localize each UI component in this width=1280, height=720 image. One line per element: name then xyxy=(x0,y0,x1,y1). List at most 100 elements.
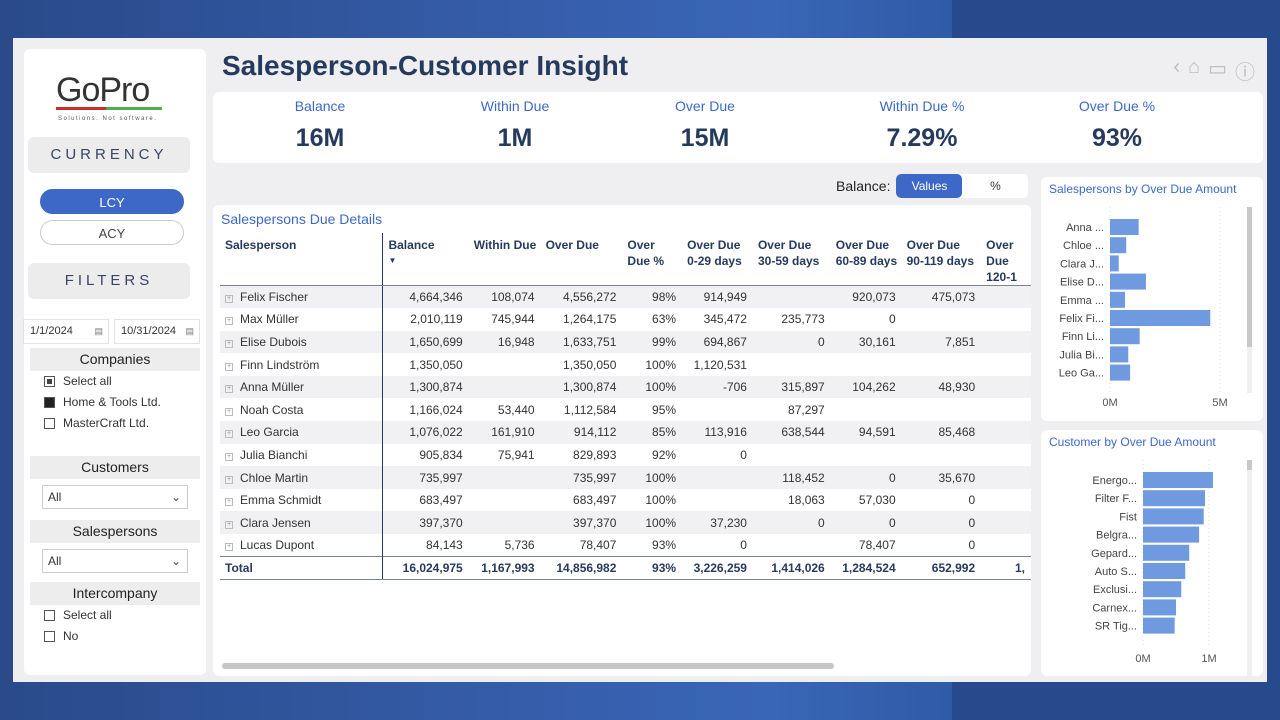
values-button[interactable]: Values xyxy=(896,174,963,198)
cell-value: 1, xyxy=(981,556,1031,580)
column-header[interactable]: Salesperson xyxy=(220,233,384,286)
option-label: No xyxy=(63,629,79,643)
companies-home-tools[interactable]: Home & Tools Ltd. xyxy=(30,392,200,413)
salesperson-name: Julia Bianchi xyxy=(240,447,308,462)
column-header[interactable]: Within Due xyxy=(468,233,541,286)
column-header[interactable]: Over Due 30-59 days xyxy=(752,233,831,286)
kpi-label: Over Due % xyxy=(1078,98,1156,114)
column-header[interactable]: Over Due 120-1 xyxy=(981,233,1031,286)
expand-icon[interactable]: + xyxy=(225,407,233,416)
scrollbar-thumb[interactable] xyxy=(1247,460,1252,470)
checkbox-icon[interactable] xyxy=(44,418,55,429)
currency-lcy-button[interactable]: LCY xyxy=(40,189,184,214)
date-to-input[interactable]: 10/31/2024 ▤ xyxy=(114,319,200,344)
table-row[interactable]: + Emma Schmidt 683,497 683,497 100% 18,063 57,… xyxy=(220,488,1031,512)
currency-acy-button[interactable]: ACY xyxy=(40,220,184,245)
column-header[interactable]: Over Due xyxy=(540,233,623,286)
info-icon[interactable]: ⓘ xyxy=(1235,62,1255,84)
expand-icon[interactable]: + xyxy=(225,339,233,348)
horizontal-scrollbar[interactable] xyxy=(222,663,834,669)
checkbox-icon[interactable] xyxy=(44,610,55,621)
sort-descending-icon[interactable]: ▼ xyxy=(388,256,397,265)
cell-value: 652,992 xyxy=(901,556,982,580)
bar xyxy=(1143,563,1186,579)
dropdown-value: All xyxy=(48,554,62,568)
cell-value: 84,143 xyxy=(426,538,463,553)
cell-value xyxy=(981,398,1031,421)
column-header[interactable]: Over Due 90-119 days xyxy=(901,233,982,286)
expand-icon[interactable]: + xyxy=(225,317,233,326)
table-row[interactable]: + Chloe Martin 735,997 735,997 100% 118,452 0 3… xyxy=(220,466,1031,489)
cell-value: 2,010,119 xyxy=(410,312,463,327)
percent-button[interactable]: % xyxy=(990,179,1001,193)
column-header[interactable]: Over Due % xyxy=(622,233,683,286)
companies-select-all[interactable]: Select all xyxy=(30,371,200,392)
companies-mastercraft[interactable]: MasterCraft Ltd. xyxy=(30,413,200,434)
intercompany-no[interactable]: No xyxy=(30,626,200,647)
cell-value: 37,230 xyxy=(682,511,753,535)
expand-icon[interactable]: + xyxy=(225,543,233,552)
expand-icon[interactable]: + xyxy=(225,520,233,529)
salesperson-name: Clara Jensen xyxy=(240,515,311,530)
comment-icon[interactable]: ▭ xyxy=(1208,58,1227,80)
table-row[interactable]: + Lucas Dupont 84,143 5,736 78,407 93% 0 78,407… xyxy=(220,534,1031,557)
cell-value: -706 xyxy=(682,375,753,399)
category-label: Clara J... xyxy=(1060,258,1104,270)
cell-value xyxy=(752,285,831,309)
expand-icon[interactable]: + xyxy=(225,498,233,507)
tick-label: 1M xyxy=(1201,653,1216,665)
intercompany-select-all[interactable]: Select all xyxy=(30,605,200,626)
table-row[interactable]: + Anna Müller 1,300,874 1,300,874 100% -706 31… xyxy=(220,375,1031,399)
customers-dropdown[interactable]: All ⌄ xyxy=(42,485,188,509)
calendar-icon[interactable]: ▤ xyxy=(94,326,103,336)
date-from-input[interactable]: 1/1/2024 ▤ xyxy=(23,319,109,344)
expand-icon[interactable]: + xyxy=(225,475,233,484)
sidebar: GoPro Solutions. Not software. CURRENCY … xyxy=(23,49,206,675)
category-label: Belgra... xyxy=(1096,530,1137,542)
table-row[interactable]: + Felix Fischer 4,664,346 108,074 4,556,272 9… xyxy=(220,285,1031,309)
cell-name: + Elise Dubois xyxy=(220,330,384,354)
expand-icon[interactable]: + xyxy=(225,452,233,461)
salespersons-dropdown[interactable]: All ⌄ xyxy=(42,549,188,573)
table-row[interactable]: + Leo Garcia 1,076,022 161,910 914,112 85% 113… xyxy=(220,421,1031,444)
checkbox-icon[interactable] xyxy=(44,376,55,387)
cell-value: 920,073 xyxy=(830,285,902,309)
category-label: Leo Ga... xyxy=(1059,368,1104,380)
total-row[interactable]: Total 16,024,975 1,167,993 14,856,982 93% 3,2… xyxy=(220,556,1031,580)
kpi-label: Balance xyxy=(294,98,346,114)
checkbox-icon[interactable] xyxy=(44,631,55,642)
expand-icon[interactable]: + xyxy=(225,385,233,394)
cell-value: 108,074 xyxy=(468,285,541,309)
category-label: Felix Fi... xyxy=(1059,313,1104,325)
table-row[interactable]: + Noah Costa 1,166,024 53,440 1,112,584 95% 87… xyxy=(220,398,1031,422)
calendar-icon[interactable]: ▤ xyxy=(185,326,194,336)
table-row[interactable]: + Finn Lindström 1,350,050 1,350,050 100% 1,1… xyxy=(220,353,1031,376)
column-header[interactable]: Balance ▼ xyxy=(382,233,469,286)
checkbox-icon[interactable] xyxy=(44,397,55,408)
cell-value: 98% xyxy=(622,285,683,309)
table-row[interactable]: + Elise Dubois 1,650,699 16,948 1,633,751 99%… xyxy=(220,330,1031,354)
customers-slicer: Customers All ⌄ xyxy=(30,456,200,509)
cell-value: 99% xyxy=(622,330,683,354)
table-row[interactable]: + Max Müller 2,010,119 745,944 1,264,175 63% 3… xyxy=(220,308,1031,331)
chart-title: Salespersons by Over Due Amount xyxy=(1049,182,1237,196)
cell-value: 1,650,699 xyxy=(382,330,469,354)
cell-value: 16,948 xyxy=(468,330,541,354)
table-row[interactable]: + Clara Jensen 397,370 397,370 100% 37,230 0 0 0 xyxy=(220,511,1031,535)
due-details-table-card: Salespersons Due Details Salesperson Bala… xyxy=(213,205,1031,676)
table-row[interactable]: + Julia Bianchi 905,834 75,941 829,893 92% 0 xyxy=(220,443,1031,467)
cell-value: 745,944 xyxy=(491,312,535,327)
home-icon[interactable]: ⌂ xyxy=(1188,56,1201,78)
cell-value: 75,941 xyxy=(497,447,535,462)
column-header[interactable]: Over Due 0-29 days xyxy=(682,233,753,286)
category-label: Chloe ... xyxy=(1063,240,1104,252)
expand-icon[interactable]: + xyxy=(225,362,233,371)
cell-value: 104,262 xyxy=(830,375,902,399)
back-icon[interactable]: ‹ xyxy=(1173,56,1180,78)
expand-icon[interactable]: + xyxy=(225,430,233,439)
bar xyxy=(1143,472,1213,488)
scrollbar-thumb[interactable] xyxy=(1247,207,1252,347)
column-header[interactable]: Over Due 60-89 days xyxy=(830,233,902,286)
expand-icon[interactable]: + xyxy=(225,295,233,304)
kpi-within-due-pct: Within Due % 7.29% xyxy=(822,92,1022,153)
